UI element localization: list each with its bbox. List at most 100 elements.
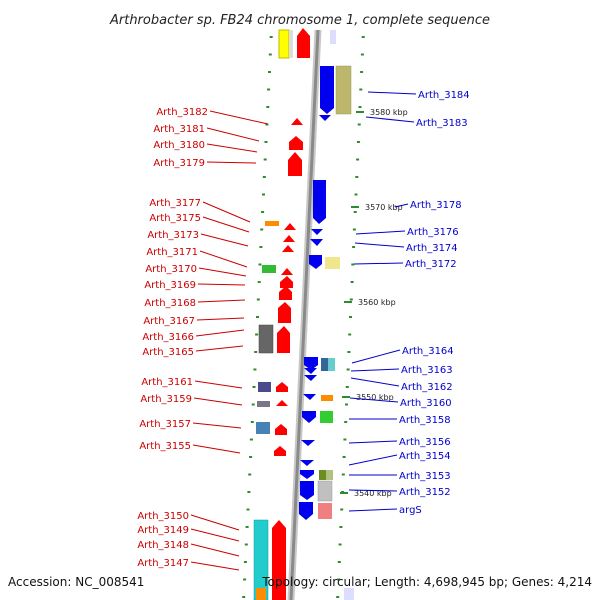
gene-box[interactable] (257, 401, 270, 407)
gene-label-left[interactable]: Arth_3182 (156, 107, 208, 118)
gene-label-left[interactable]: Arth_3177 (149, 198, 201, 209)
gene-box[interactable] (256, 422, 270, 434)
gene-label-left[interactable]: Arth_3170 (145, 264, 197, 275)
gene-label-left[interactable]: Arth_3179 (153, 158, 205, 169)
gene-label-left[interactable]: Arth_3155 (139, 441, 191, 452)
gene-label-right[interactable]: Arth_3156 (399, 437, 451, 448)
gene-label-left[interactable]: Arth_3181 (153, 124, 205, 135)
gene-label-right[interactable]: argS (399, 505, 422, 516)
gene-arrow[interactable] (310, 239, 323, 246)
gene-arrow[interactable] (301, 440, 315, 446)
gene-label-left[interactable]: Arth_3166 (142, 332, 194, 343)
gene-label-left[interactable]: Arth_3147 (137, 558, 189, 569)
gene-box[interactable] (344, 588, 354, 600)
gene-box[interactable] (319, 470, 326, 480)
gene-arrow[interactable] (282, 245, 294, 252)
gene-box[interactable] (321, 395, 333, 401)
gene-arrow[interactable] (302, 411, 316, 423)
gene-arrow[interactable] (272, 520, 286, 600)
gene-box[interactable] (278, 29, 290, 59)
gene-label-left[interactable]: Arth_3159 (140, 394, 192, 405)
gene-box[interactable] (289, 30, 293, 58)
gene-arrow[interactable] (279, 286, 292, 300)
gene-box[interactable] (265, 221, 279, 226)
track-dot (243, 578, 247, 581)
leader-line (199, 250, 248, 268)
gene-label-right[interactable]: Arth_3153 (399, 471, 451, 482)
gene-box[interactable] (335, 65, 352, 115)
gene-box[interactable] (256, 588, 266, 600)
gene-label-right[interactable]: Arth_3183 (416, 118, 468, 129)
gene-box[interactable] (325, 257, 340, 269)
gene-label-right[interactable]: Arth_3154 (399, 451, 451, 462)
gene-arrow[interactable] (311, 229, 323, 235)
gene-label-right[interactable]: Arth_3164 (402, 346, 454, 357)
gene-label-left[interactable]: Arth_3165 (142, 347, 194, 358)
gene-arrow[interactable] (300, 481, 314, 500)
gene-label-right[interactable]: Arth_3163 (401, 365, 453, 376)
gene-arrow[interactable] (299, 502, 313, 520)
gene-arrow[interactable] (276, 382, 288, 392)
gene-box[interactable] (328, 358, 335, 371)
gene-arrow[interactable] (276, 400, 288, 406)
gene-arrow[interactable] (291, 118, 303, 125)
gene-arrow[interactable] (313, 180, 326, 224)
gene-box[interactable] (253, 519, 269, 600)
gene-arrow[interactable] (288, 152, 302, 176)
gene-box[interactable] (258, 324, 274, 354)
gene-label-left[interactable]: Arth_3161 (141, 377, 193, 388)
gene-label-right[interactable]: Arth_3162 (401, 382, 453, 393)
gene-label-left[interactable]: Arth_3171 (146, 247, 198, 258)
track-dot (257, 281, 261, 283)
gene-label-left[interactable]: Arth_3168 (144, 298, 196, 309)
gene-label-left[interactable]: Arth_3157 (139, 419, 191, 430)
gene-label-left[interactable]: Arth_3150 (137, 511, 189, 522)
gene-label-left[interactable]: Arth_3180 (153, 140, 205, 151)
gene-label-right[interactable]: Arth_3152 (399, 487, 451, 498)
gene-arrow[interactable] (300, 460, 314, 466)
gene-label-right[interactable]: Arth_3172 (405, 259, 457, 270)
gene-arrow[interactable] (297, 28, 310, 58)
gene-label-left[interactable]: Arth_3169 (144, 280, 196, 291)
track-dot (258, 263, 262, 266)
gene-arrow[interactable] (284, 223, 296, 230)
track-dot (346, 368, 350, 371)
track-dot (340, 508, 344, 511)
gene-label-right[interactable]: Arth_3176 (407, 227, 459, 238)
gene-label-left[interactable]: Arth_3167 (143, 316, 195, 327)
gene-box[interactable] (321, 358, 328, 371)
gene-label-left[interactable]: Arth_3173 (147, 230, 199, 241)
gene-box[interactable] (330, 30, 336, 44)
gene-label-left[interactable]: Arth_3148 (137, 540, 189, 551)
gene-box[interactable] (320, 411, 333, 423)
gene-box[interactable] (326, 470, 333, 480)
gene-arrow[interactable] (304, 357, 318, 370)
gene-arrow[interactable] (309, 255, 322, 269)
gene-label-left[interactable]: Arth_3175 (149, 213, 201, 224)
gene-box[interactable] (317, 480, 333, 502)
gene-label-right[interactable]: Arth_3160 (400, 398, 452, 409)
gene-arrow[interactable] (289, 136, 303, 150)
gene-label-right[interactable]: Arth_3178 (410, 200, 462, 211)
gene-arrow[interactable] (300, 470, 314, 479)
leader-line (195, 345, 244, 352)
gene-arrow[interactable] (303, 394, 316, 400)
gene-arrow[interactable] (304, 375, 317, 381)
gene-box[interactable] (258, 382, 271, 392)
gene-arrow[interactable] (320, 66, 334, 114)
gene-label-right[interactable]: Arth_3174 (406, 243, 458, 254)
gene-arrow[interactable] (278, 302, 291, 323)
gene-label-right[interactable]: Arth_3158 (399, 415, 451, 426)
gene-arrow[interactable] (283, 235, 295, 242)
gene-arrow[interactable] (319, 115, 331, 121)
gene-arrow[interactable] (281, 268, 293, 275)
gene-arrow[interactable] (275, 424, 287, 435)
gene-arrow[interactable] (277, 326, 290, 353)
gene-arrow[interactable] (304, 368, 317, 374)
gene-arrow[interactable] (274, 446, 286, 456)
gene-label-left[interactable]: Arth_3149 (137, 525, 189, 536)
gene-box[interactable] (318, 503, 332, 519)
gene-label-right[interactable]: Arth_3184 (418, 90, 470, 101)
gene-box[interactable] (262, 265, 276, 273)
gene-arrow[interactable] (280, 276, 293, 288)
